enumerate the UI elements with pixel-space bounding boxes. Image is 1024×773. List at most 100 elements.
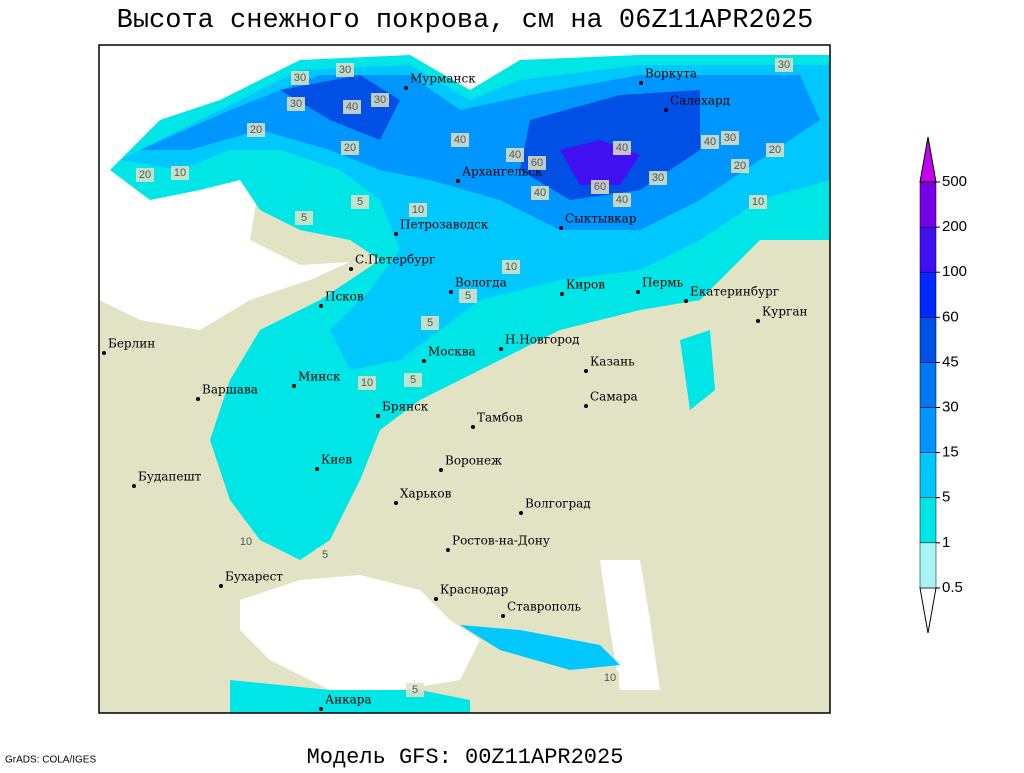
contour-label-box (701, 135, 719, 149)
contour-label-box (287, 97, 305, 111)
city-label: Архангельск (462, 165, 543, 179)
contour-label: 5 (410, 374, 416, 386)
contour-label: 40 (704, 136, 716, 148)
contour-label: 5 (301, 212, 307, 224)
city-dot (584, 404, 588, 408)
contour-label: 10 (240, 536, 252, 548)
city-label: Казань (590, 355, 635, 369)
contour-label: 30 (652, 172, 664, 184)
city-dot (456, 179, 460, 183)
contour-label-box (409, 203, 427, 217)
city-label: Харьков (400, 487, 452, 501)
colorbar-arrow-low (919, 587, 937, 633)
contour-label-box (749, 195, 767, 209)
contour-label: 40 (509, 149, 521, 161)
contour-label: 5 (412, 684, 418, 696)
colorbar-segment (919, 407, 937, 453)
city-dot (132, 484, 136, 488)
city-dot (439, 468, 443, 472)
contour-label-box (613, 141, 631, 155)
contour-label: 5 (427, 317, 433, 329)
contour-label-box (336, 63, 354, 77)
contour-label: 5 (322, 549, 328, 561)
contour-label-box (341, 141, 359, 155)
city-dot (584, 369, 588, 373)
credit: GrADS: COLA/IGES (5, 755, 96, 766)
contour-label: 5 (357, 196, 363, 208)
colorbar-segment (919, 362, 937, 408)
contour-label-box (171, 166, 189, 180)
city-label: Анкара (325, 693, 372, 707)
contour-label-box (506, 148, 524, 162)
contour-label: 20 (734, 160, 746, 172)
contour-label: 60 (531, 157, 543, 169)
colorbar-segment (919, 497, 937, 544)
city-label: Салехард (670, 94, 730, 108)
city-dot (446, 548, 450, 552)
city-label: Курган (762, 305, 807, 319)
contour-label-box (343, 100, 361, 114)
city-label: Киров (566, 278, 605, 292)
colorbar-label: 5 (942, 489, 950, 506)
colorbar-label: 15 (942, 444, 959, 461)
colorbar-segment (919, 181, 937, 228)
city-label: С.Петербург (355, 253, 435, 267)
contour-label: 10 (174, 167, 186, 179)
city-label: Волгоград (525, 497, 591, 511)
contour-label: 30 (374, 94, 386, 106)
contour-label: 30 (294, 72, 306, 84)
city-dot (315, 467, 319, 471)
city-label: Воронеж (445, 454, 502, 468)
city-dot (501, 614, 505, 618)
contour-label-box (502, 260, 520, 274)
city-label: Ростов-на-Дону (452, 534, 550, 548)
city-label: Пермь (642, 276, 684, 290)
contour-label: 30 (290, 98, 302, 110)
colorbar-segment (919, 542, 937, 589)
city-dot (349, 267, 353, 271)
sea (240, 575, 480, 690)
city-dot (756, 319, 760, 323)
colorbar-label: 0.5 (942, 579, 963, 596)
title: Высота снежного покрова, см на 06Z11APR2… (117, 6, 814, 36)
contour-label-box (421, 316, 439, 330)
city-dot (196, 397, 200, 401)
city-label: Брянск (382, 400, 429, 414)
city-dot (219, 584, 223, 588)
city-dot (434, 597, 438, 601)
contour-label-box (358, 376, 376, 390)
contour-label-box (136, 168, 154, 182)
city-layer: Мурманск Воркута Салехард Архангельск Петроз… (102, 67, 807, 711)
colorbar-label: 30 (942, 398, 959, 415)
city-dot (636, 290, 640, 294)
snow-area (680, 330, 715, 410)
city-label: Тамбов (477, 411, 523, 425)
city-label: Н.Новгород (505, 333, 580, 347)
city-dot (319, 304, 323, 308)
city-dot (422, 359, 426, 363)
contour-label: 40 (534, 187, 546, 199)
contour-label: 10 (361, 377, 373, 389)
colorbar-segment (919, 452, 937, 498)
contour-label-box (731, 159, 749, 173)
city-dot (394, 501, 398, 505)
map-frame (98, 44, 831, 714)
contour-label: 60 (594, 181, 606, 193)
city-label: Берлин (108, 337, 155, 351)
contour-label-box (371, 93, 389, 107)
snow-area (460, 625, 620, 670)
contour-label-box (531, 186, 549, 200)
contour-label-box (451, 133, 469, 147)
contour-label-box (291, 71, 309, 85)
colorbar-label: 500 (942, 173, 967, 190)
city-label: Краснодар (440, 583, 509, 597)
city-label: Екатеринбург (690, 285, 779, 299)
contour-label: 40 (454, 134, 466, 146)
city-dot (499, 347, 503, 351)
city-dot (292, 384, 296, 388)
contour-label: 30 (339, 64, 351, 76)
contour-label-layer: 30 30 30 40 30 30 20 40 20 20 40 60 40 60 40 30 40 30 20 40… (136, 58, 793, 697)
contour-label: 10 (604, 672, 616, 684)
city-dot (404, 86, 408, 90)
